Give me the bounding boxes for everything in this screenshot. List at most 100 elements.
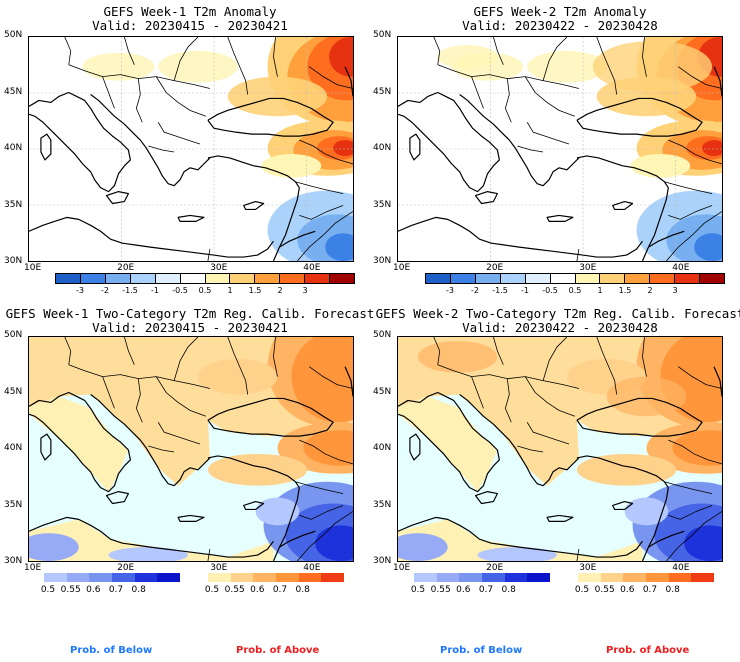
prob-colorbar-cell	[578, 573, 601, 582]
prob-colorbar-label: 0.6	[620, 585, 635, 595]
colorbar-label: -1.5	[122, 286, 138, 295]
lat-label: 30N	[373, 256, 392, 266]
colorbar-cell	[155, 274, 181, 283]
panel3-valid: Valid: 20230415 - 20230421	[92, 320, 288, 335]
prob-colorbar-cell	[527, 573, 551, 582]
probability-map-week1	[28, 336, 354, 562]
lat-label: 30N	[373, 556, 392, 566]
lat-label: 50N	[373, 30, 392, 40]
lon-label: 10E	[24, 563, 42, 573]
prob-colorbar-label: 0.5	[410, 585, 426, 595]
lat-label: 45N	[373, 86, 392, 97]
prob-colorbar-label: 0.6	[250, 585, 265, 595]
prob-colorbar-label: 0.6	[456, 585, 471, 595]
colorbar-cell	[180, 274, 206, 283]
colorbar-label: -2	[101, 286, 109, 295]
lat-label: 35N	[373, 199, 392, 210]
lat-label: 45N	[4, 86, 23, 97]
lon-label: 30E	[210, 263, 228, 273]
prob-colorbar-label: 0.5	[204, 585, 220, 595]
anomaly-map-week2	[397, 36, 723, 262]
colorbar-label: -2	[471, 286, 479, 295]
prob-colorbar-label: 0.8	[501, 585, 516, 595]
lat-label: 45N	[4, 386, 23, 397]
colorbar-cell	[280, 274, 306, 283]
prob-colorbar-cell	[436, 573, 460, 582]
colorbar-label: -0.5	[172, 286, 188, 295]
prob-colorbar-cell	[276, 573, 299, 582]
panel2-title: GEFS Week-2 T2m Anomaly	[473, 4, 647, 19]
colorbar-cell	[305, 274, 331, 283]
colorbar-label: 0.5	[568, 286, 582, 295]
prob-colorbar-label: 0.6	[86, 585, 101, 595]
lat-label: 40N	[373, 143, 392, 153]
colorbar-cell	[80, 274, 106, 283]
colorbar-label: 1	[597, 286, 603, 295]
prob-colorbar-label: 0.55	[224, 585, 245, 595]
colorbar-label: -0.5	[542, 286, 558, 295]
prob-colorbar-cell	[89, 573, 113, 582]
lat-label: 30N	[4, 256, 23, 266]
lat-label: 35N	[373, 499, 392, 510]
prob-colorbar-cell	[112, 573, 135, 582]
prob-colorbar-cell	[600, 573, 624, 582]
colorbar-label: 1.5	[248, 286, 262, 295]
lon-label: 40E	[672, 263, 690, 273]
colorbar-label: 0.5	[198, 286, 212, 295]
prob-colorbar-label: 0.7	[478, 585, 494, 595]
lon-label: 20E	[486, 563, 504, 573]
panel1-valid: Valid: 20230415 - 20230421	[92, 18, 288, 33]
lat-label: 50N	[4, 30, 23, 40]
prob-colorbar-label: 0.7	[108, 585, 124, 595]
prob-colorbar-label: 0.55	[60, 585, 81, 595]
colorbar-cell	[675, 274, 701, 283]
lon-label: 20E	[486, 263, 504, 273]
colorbar-cell	[600, 274, 626, 283]
prob-colorbar-cell	[504, 573, 528, 582]
colorbar-cell	[230, 274, 256, 283]
colorbar-cell	[500, 274, 526, 283]
legend-below-week2: Prob. of Below	[440, 645, 523, 656]
colorbar-cell	[700, 274, 725, 283]
prob-above-colorbar-week2	[578, 573, 715, 582]
prob-colorbar-label: 0.8	[131, 585, 146, 595]
lon-label: 20E	[117, 263, 135, 273]
prob-colorbar-label: 0.5	[574, 585, 590, 595]
prob-colorbar-label: 0.8	[665, 585, 680, 595]
colorbar-label: -1	[521, 286, 529, 295]
lon-label: 30E	[579, 563, 597, 573]
legend-above-week2: Prob. of Above	[606, 645, 690, 656]
prob-colorbar-cell	[691, 573, 715, 582]
anomaly-colorbar-week1	[55, 273, 355, 284]
colorbar-cell	[525, 274, 551, 283]
colorbar-label: 2	[277, 286, 283, 295]
legend-below-week1: Prob. of Below	[70, 645, 153, 656]
prob-colorbar-cell	[134, 573, 158, 582]
colorbar-label: -3	[76, 286, 84, 295]
colorbar-label: -1	[151, 286, 159, 295]
colorbar-label: -1.5	[492, 286, 508, 295]
lon-label: 30E	[579, 263, 597, 273]
prob-colorbar-cell	[230, 573, 254, 582]
prob-colorbar-cell	[298, 573, 322, 582]
prob-colorbar-cell	[668, 573, 692, 582]
prob-colorbar-cell	[157, 573, 181, 582]
colorbar-cell	[625, 274, 651, 283]
colorbar-cell	[56, 274, 81, 283]
prob-colorbar-cell	[414, 573, 437, 582]
lon-label: 10E	[393, 263, 411, 273]
lat-label: 40N	[4, 143, 23, 153]
colorbar-label: -3	[446, 286, 454, 295]
colorbar-cell	[205, 274, 231, 283]
colorbar-label: 2	[647, 286, 653, 295]
prob-colorbar-cell	[66, 573, 90, 582]
lon-label: 10E	[24, 263, 42, 273]
prob-colorbar-cell	[44, 573, 67, 582]
lon-label: 40E	[303, 263, 321, 273]
colorbar-cell	[650, 274, 676, 283]
lat-label: 45N	[373, 386, 392, 397]
colorbar-label: 1	[227, 286, 233, 295]
lon-label: 20E	[117, 563, 135, 573]
prob-colorbar-cell	[646, 573, 669, 582]
colorbar-cell	[575, 274, 601, 283]
